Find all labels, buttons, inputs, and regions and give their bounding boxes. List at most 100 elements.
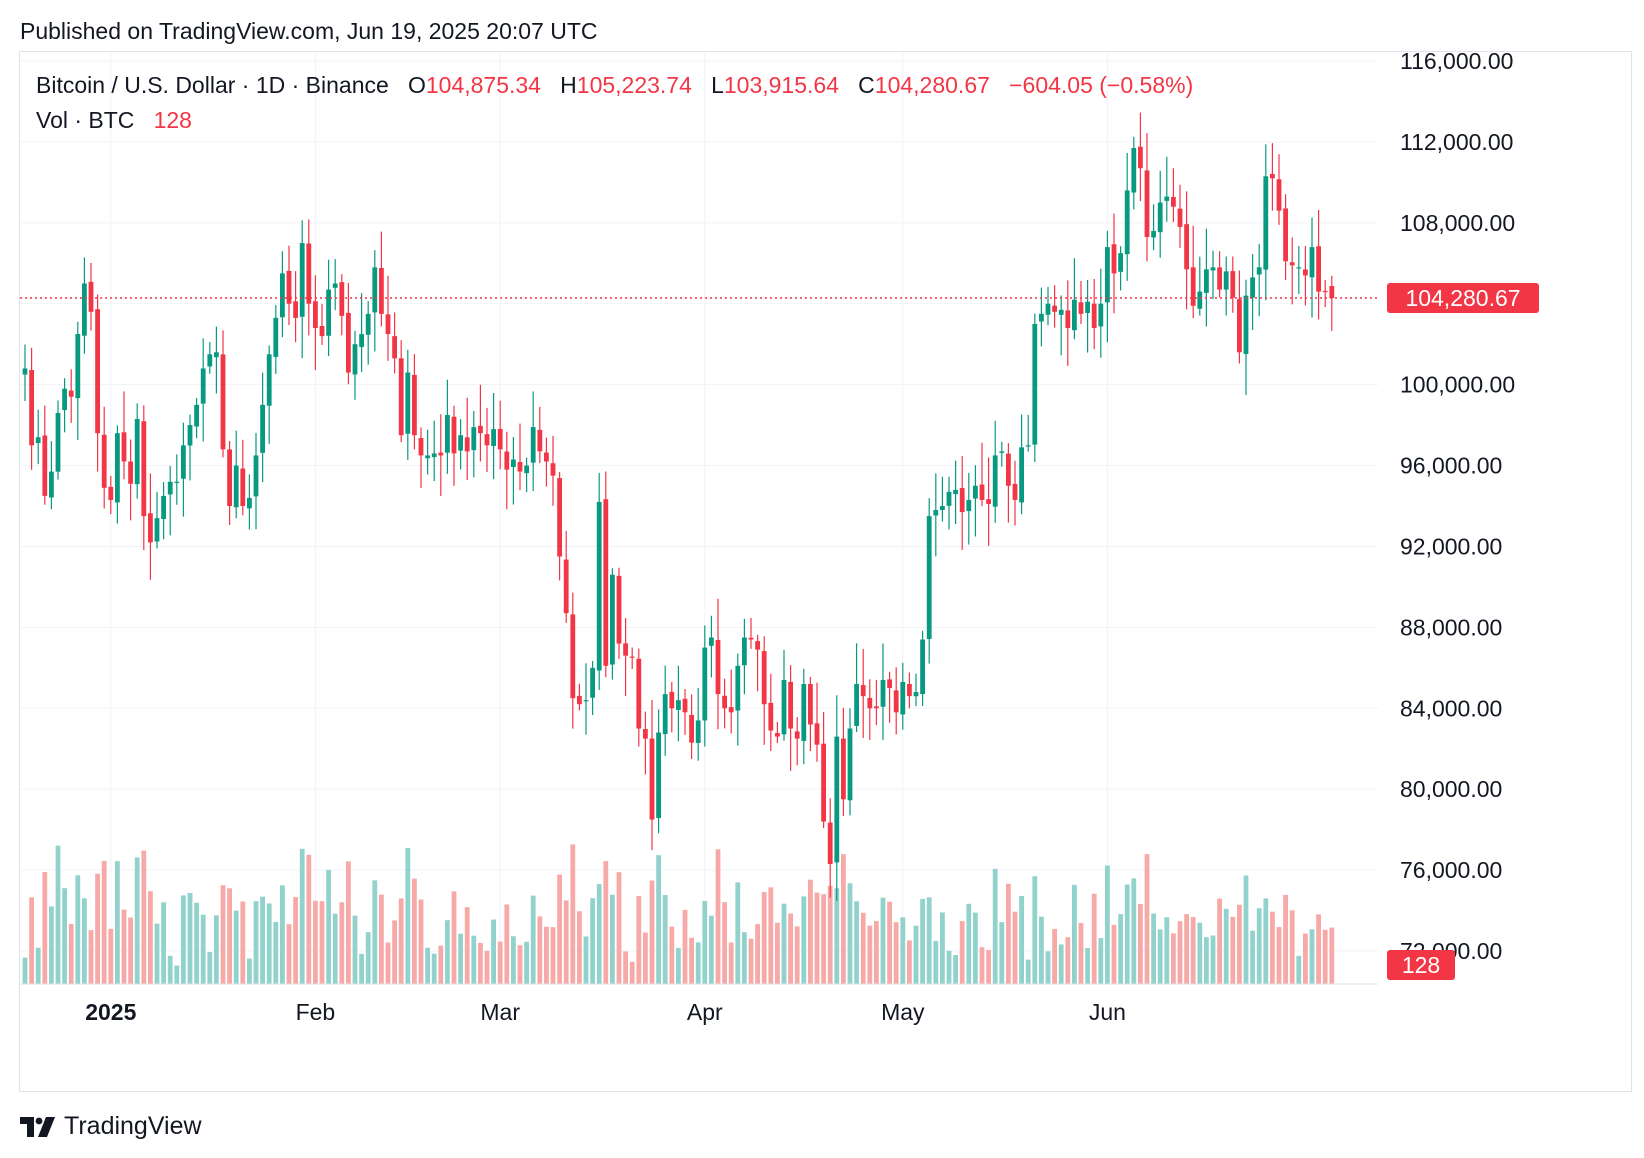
- candle-body: [1296, 267, 1302, 269]
- candle-body: [346, 312, 351, 373]
- volume-bar: [874, 921, 879, 984]
- last-price-markers: 104,280.67 128: [20, 283, 1539, 980]
- volume-bar: [464, 907, 470, 984]
- price-tick-label: 88,000.00: [1400, 614, 1502, 640]
- volume-bar: [550, 927, 556, 984]
- volume-bar: [1032, 876, 1038, 984]
- ohlc-legend: Bitcoin / U.S. Dollar · 1D · Binance O10…: [36, 72, 1193, 99]
- candle-body: [405, 372, 411, 434]
- candle-body: [458, 435, 463, 451]
- candle-body: [148, 513, 153, 543]
- volume-bar: [101, 860, 107, 984]
- candle-body: [1085, 301, 1090, 313]
- candle-body: [1237, 299, 1242, 353]
- candle-body: [1243, 295, 1249, 355]
- volume-bar: [735, 882, 741, 984]
- volume-bar: [240, 901, 246, 984]
- volume-bar: [656, 855, 661, 984]
- volume-bar: [610, 894, 615, 984]
- candle-body: [557, 478, 562, 557]
- candle-body: [35, 437, 41, 444]
- candle-body: [761, 651, 767, 705]
- volume-bar: [1065, 937, 1071, 984]
- volume-bar: [590, 898, 595, 984]
- candle-body: [167, 481, 173, 495]
- candle-body: [1184, 224, 1189, 270]
- volume-bar: [299, 848, 305, 984]
- volume-bar: [596, 884, 602, 984]
- volume-bar: [992, 868, 998, 984]
- volume-bar: [801, 896, 807, 984]
- volume-bar: [946, 950, 952, 984]
- candle-body: [95, 309, 100, 434]
- candle-body: [478, 425, 483, 434]
- candle-body: [603, 499, 609, 666]
- volume-bar: [537, 916, 543, 984]
- volume-bar: [1316, 914, 1321, 984]
- candle-body: [999, 451, 1005, 453]
- candle-body: [497, 428, 503, 450]
- volume-bar: [926, 897, 932, 984]
- candle-body: [1006, 453, 1011, 486]
- volume-bar: [1190, 917, 1196, 984]
- price-tick-label: 112,000.00: [1400, 129, 1513, 155]
- candle-body: [524, 465, 529, 474]
- candle-body: [1065, 310, 1071, 328]
- candle-body: [313, 301, 318, 328]
- candle-body: [431, 453, 437, 458]
- candle-body: [207, 354, 213, 367]
- candle-body: [266, 354, 272, 406]
- volume-bar: [326, 869, 331, 984]
- volume-bar: [1289, 910, 1295, 984]
- candle-body: [1164, 196, 1170, 201]
- volume-bar: [1276, 927, 1282, 984]
- volume-bar: [1329, 927, 1335, 984]
- candle-body: [616, 575, 622, 644]
- candle-body: [194, 404, 199, 427]
- candle-body: [1124, 190, 1130, 255]
- candle-body: [834, 736, 840, 863]
- candle-body: [748, 637, 754, 640]
- candle-body: [1058, 309, 1064, 315]
- volume-bar: [280, 885, 285, 984]
- candle-body: [75, 334, 81, 399]
- candle-body: [1131, 147, 1137, 193]
- tradingview-logo-icon: [20, 1116, 55, 1137]
- volume-bar: [682, 909, 688, 984]
- candle-body: [986, 499, 991, 504]
- volume-bar: [141, 850, 147, 984]
- candle-body: [1256, 267, 1262, 275]
- volume-bar: [1283, 894, 1288, 984]
- brand-logo[interactable]: TradingView: [20, 1112, 202, 1141]
- candle-body: [187, 425, 193, 446]
- volume-bar: [966, 903, 972, 984]
- volume-bar: [398, 898, 404, 984]
- volume-bar: [95, 873, 100, 984]
- candle-body: [874, 706, 879, 709]
- price-tick-label: 92,000.00: [1400, 533, 1502, 559]
- volume-bar: [379, 894, 384, 984]
- volume-bar: [445, 920, 450, 984]
- volume-bar: [352, 915, 358, 984]
- candle-body: [233, 465, 239, 508]
- candle-body: [1157, 202, 1163, 233]
- chart-frame: [19, 51, 1632, 1092]
- volume-bar: [1039, 916, 1044, 984]
- volume-bar: [1171, 933, 1176, 984]
- candle-body: [979, 484, 985, 500]
- price-tick-label: 108,000.00: [1400, 210, 1515, 236]
- volume-bar: [458, 933, 463, 984]
- candle-body: [319, 326, 325, 337]
- volume-bar: [953, 955, 958, 984]
- candle-body: [1316, 246, 1321, 292]
- candle-body: [1039, 313, 1044, 322]
- price-tick-label: 84,000.00: [1400, 695, 1502, 721]
- candle-body: [755, 641, 760, 650]
- candle-body: [583, 700, 589, 702]
- volume-bar: [293, 897, 298, 984]
- volume-bar: [577, 911, 582, 984]
- candle-body: [115, 433, 120, 503]
- volume-bar: [1197, 922, 1203, 984]
- volume-bar: [1151, 913, 1156, 984]
